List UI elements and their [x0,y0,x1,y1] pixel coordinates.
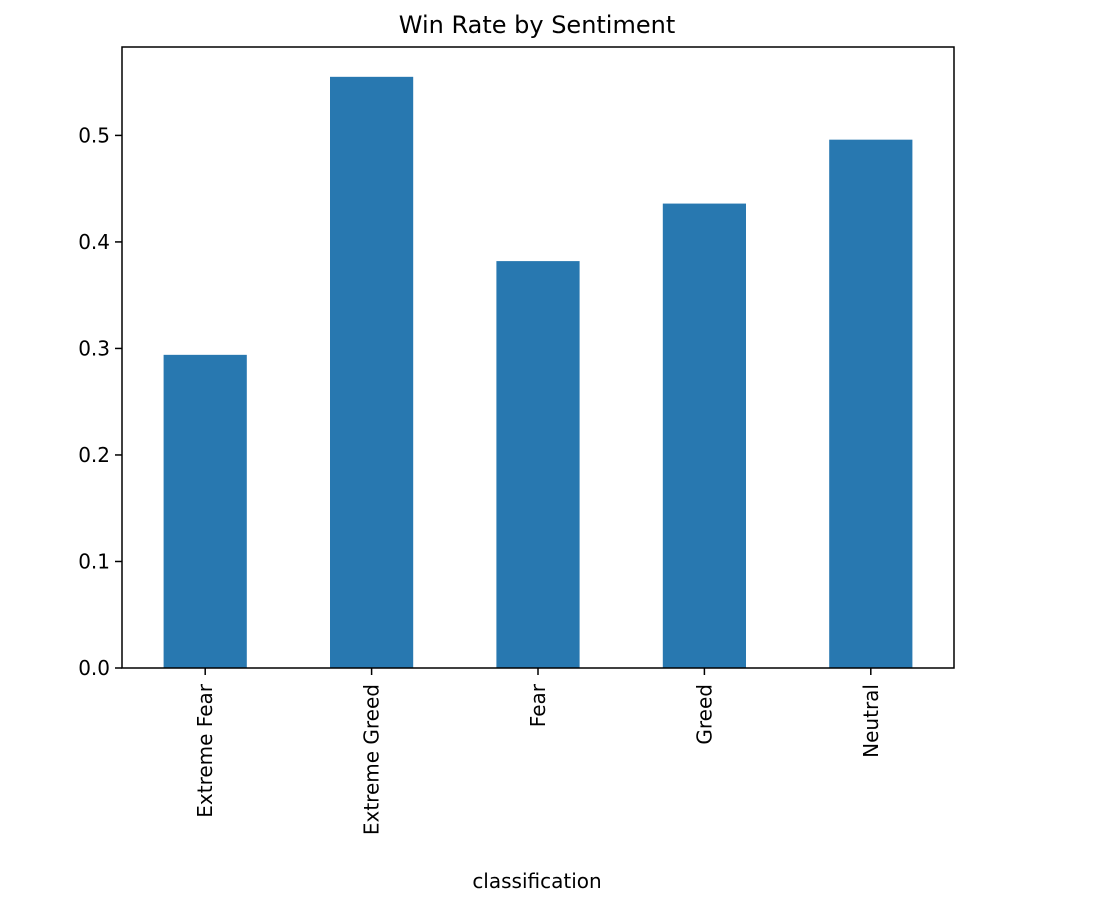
x-tick-label: Neutral [859,684,883,758]
y-tick-label: 0.4 [78,230,110,254]
y-tick-label: 0.3 [78,336,110,360]
x-tick-label: Extreme Fear [193,683,217,818]
x-tick-label: Fear [526,683,550,727]
x-tick-label: Extreme Greed [360,684,384,835]
y-tick-label: 0.0 [78,656,110,680]
chart-title: Win Rate by Sentiment [399,11,676,39]
bar-extreme-fear [163,354,247,668]
y-tick-label: 0.2 [78,443,110,467]
x-tick-label: Greed [692,684,716,745]
bar-extreme-greed [330,76,414,668]
bars [163,76,913,669]
bar-greed [662,203,746,668]
x-axis-title: classification [472,869,601,893]
plot-frame [121,46,955,669]
bar-fear [496,261,580,668]
y-tick-label: 0.5 [78,123,110,147]
x-axis: Extreme Fear Extreme Greed Fear Greed Neutra… [193,668,883,835]
y-axis: 0.0 0.1 0.2 0.3 0.4 0.5 [78,123,122,680]
y-tick-label: 0.1 [78,549,110,573]
bar-neutral [829,139,913,669]
